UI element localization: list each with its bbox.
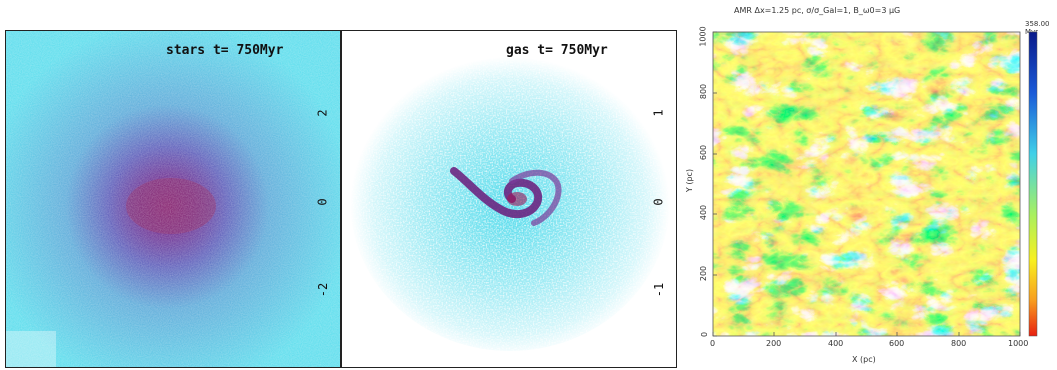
- amr-ylabel: Y (pc): [685, 168, 695, 193]
- stars-density-map: [6, 31, 340, 367]
- stars-ytick: 0: [315, 198, 330, 206]
- amr-xtick: 200: [766, 339, 782, 348]
- amr-xtick: 400: [828, 339, 844, 348]
- amr-ytick: 400: [699, 204, 709, 221]
- stars-panel: stars t= 750Myr 2 0 -2: [5, 30, 341, 368]
- stars-ytick: -2: [316, 282, 331, 298]
- amr-xtick: 600: [889, 339, 905, 348]
- amr-turbulence-map: [712, 31, 1038, 337]
- gas-ytick: 1: [651, 109, 666, 117]
- amr-panel: AMR Δx=1.25 pc, σ/σ_Gal=1, B_ω0=3 μG 358…: [680, 0, 1057, 370]
- amr-ytick: 1000: [698, 26, 708, 47]
- gas-time-label: gas t= 750Myr: [506, 43, 608, 58]
- stars-ytick: 2: [315, 109, 330, 117]
- amr-ytick: 800: [699, 83, 709, 100]
- amr-xtick: 1000: [1008, 339, 1029, 348]
- amr-ytick: 600: [699, 144, 709, 161]
- gas-panel: gas t= 750Myr 1 0 -1: [341, 30, 677, 368]
- amr-xtick: 800: [951, 339, 967, 348]
- gas-density-map: [342, 31, 676, 367]
- stars-time-label: stars t= 750Myr: [166, 43, 284, 58]
- amr-ytick: 0: [700, 331, 710, 338]
- amr-title: AMR Δx=1.25 pc, σ/σ_Gal=1, B_ω0=3 μG: [734, 6, 901, 15]
- amr-xtick: 0: [710, 339, 716, 348]
- gas-ytick: -1: [652, 282, 667, 298]
- amr-ytick: 200: [699, 265, 709, 282]
- gas-ytick: 0: [651, 198, 666, 206]
- amr-xlabel: X (pc): [852, 355, 876, 364]
